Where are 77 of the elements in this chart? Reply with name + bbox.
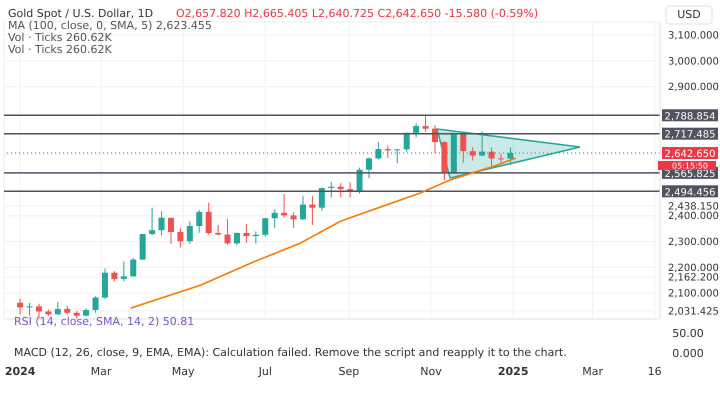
y-tick-label: 2,300.000	[668, 237, 719, 248]
text: 05:15:50	[672, 162, 708, 170]
candlestick	[111, 270, 118, 282]
x-tick-label: 16	[648, 365, 662, 378]
candlestick	[26, 302, 33, 316]
candlestick	[300, 195, 306, 220]
x-tick-label: May	[172, 365, 196, 378]
y-tick-label: 2,200.000	[668, 262, 719, 274]
y-tick-label: 2,031.425	[668, 306, 719, 318]
candlestick	[347, 182, 354, 198]
annotation: MA (100, close, 0, SMA, 5) 2,623.455	[8, 19, 212, 32]
ref-line-label: 2,494.456	[664, 187, 716, 198]
candlestick	[488, 147, 495, 169]
candlestick	[470, 146, 476, 162]
candlestick	[206, 202, 212, 236]
candlestick	[460, 132, 466, 164]
candlestick	[234, 232, 240, 246]
line-series	[130, 157, 517, 309]
candlestick	[17, 298, 24, 316]
ref-line-label: 2,565.825	[664, 168, 716, 180]
ref-line-label: 2,717.485	[664, 130, 716, 141]
y-tick-label: 2,900.000	[668, 82, 719, 94]
candlestick	[422, 114, 429, 132]
candlestick	[92, 296, 99, 314]
x-tick-label: Mar	[90, 365, 112, 378]
candlestick	[158, 210, 165, 236]
candlestick	[168, 217, 174, 244]
candlestick	[64, 305, 70, 316]
ref-line-label: 2,642.650	[664, 149, 716, 160]
y-tick-label: 2,438.150	[668, 201, 719, 212]
x-tick-label: 2025	[498, 365, 528, 378]
candlestick	[149, 207, 156, 236]
candlestick	[309, 195, 316, 226]
x-tick-label: Sep	[338, 365, 360, 378]
chart-subtitle: O2,657.820 H2,665.405 L2,640.725 C2,642.650 -15.580 (-0.59%)	[176, 7, 538, 20]
candlestick	[262, 217, 268, 238]
candlestick	[375, 142, 382, 160]
candlestick	[413, 122, 420, 138]
candlestick	[243, 223, 250, 244]
candlestick	[196, 210, 202, 234]
candlestick	[54, 302, 61, 316]
candlestick	[479, 131, 486, 157]
y-tick-label: 3,100.000	[668, 30, 719, 42]
annotation: Vol · Ticks 260.62K	[8, 31, 113, 44]
candlestick	[366, 157, 372, 178]
annotation: Vol · Ticks 260.62K	[8, 43, 113, 56]
candlestick	[498, 153, 504, 165]
text: 50.00	[672, 327, 704, 340]
candlestick	[384, 145, 391, 158]
text: USD	[677, 8, 701, 21]
candlestick	[404, 132, 410, 152]
candlestick	[356, 167, 363, 194]
candlestick	[272, 208, 278, 229]
candlestick	[224, 218, 231, 246]
candlestick	[130, 258, 136, 278]
candlestick	[120, 261, 127, 282]
ref-line-label: 2,788.854	[664, 111, 716, 122]
text: 0.000	[672, 347, 704, 360]
y-tick-label: 2,400.000	[668, 211, 719, 222]
annotation: RSI (14, close, SMA, 14, 2) 50.81	[14, 315, 194, 328]
x-tick-label: Mar	[582, 365, 604, 378]
x-tick-label: Jul	[258, 365, 272, 378]
candlestick	[318, 187, 325, 212]
candlestick	[394, 148, 400, 164]
candlestick	[186, 220, 193, 244]
candlestick	[507, 146, 514, 166]
candlestick	[290, 212, 297, 228]
candlestick	[281, 194, 288, 218]
x-tick-label: 2024	[4, 365, 36, 378]
candlestick	[177, 227, 184, 248]
text: MACD (12, 26, close, 9, EMA, EMA): Calculation failed. Remove the script and reapply it to the chart.	[14, 346, 567, 359]
chart-title: Gold Spot / U.S. Dollar, 1D	[8, 7, 154, 20]
y-tick-label: 2,100.000	[668, 288, 719, 300]
y-tick-label: 3,000.000	[668, 56, 719, 68]
x-tick-label: Nov	[420, 365, 442, 378]
candlestick	[215, 224, 222, 236]
y-tick-label: 2,162.200	[668, 272, 719, 284]
